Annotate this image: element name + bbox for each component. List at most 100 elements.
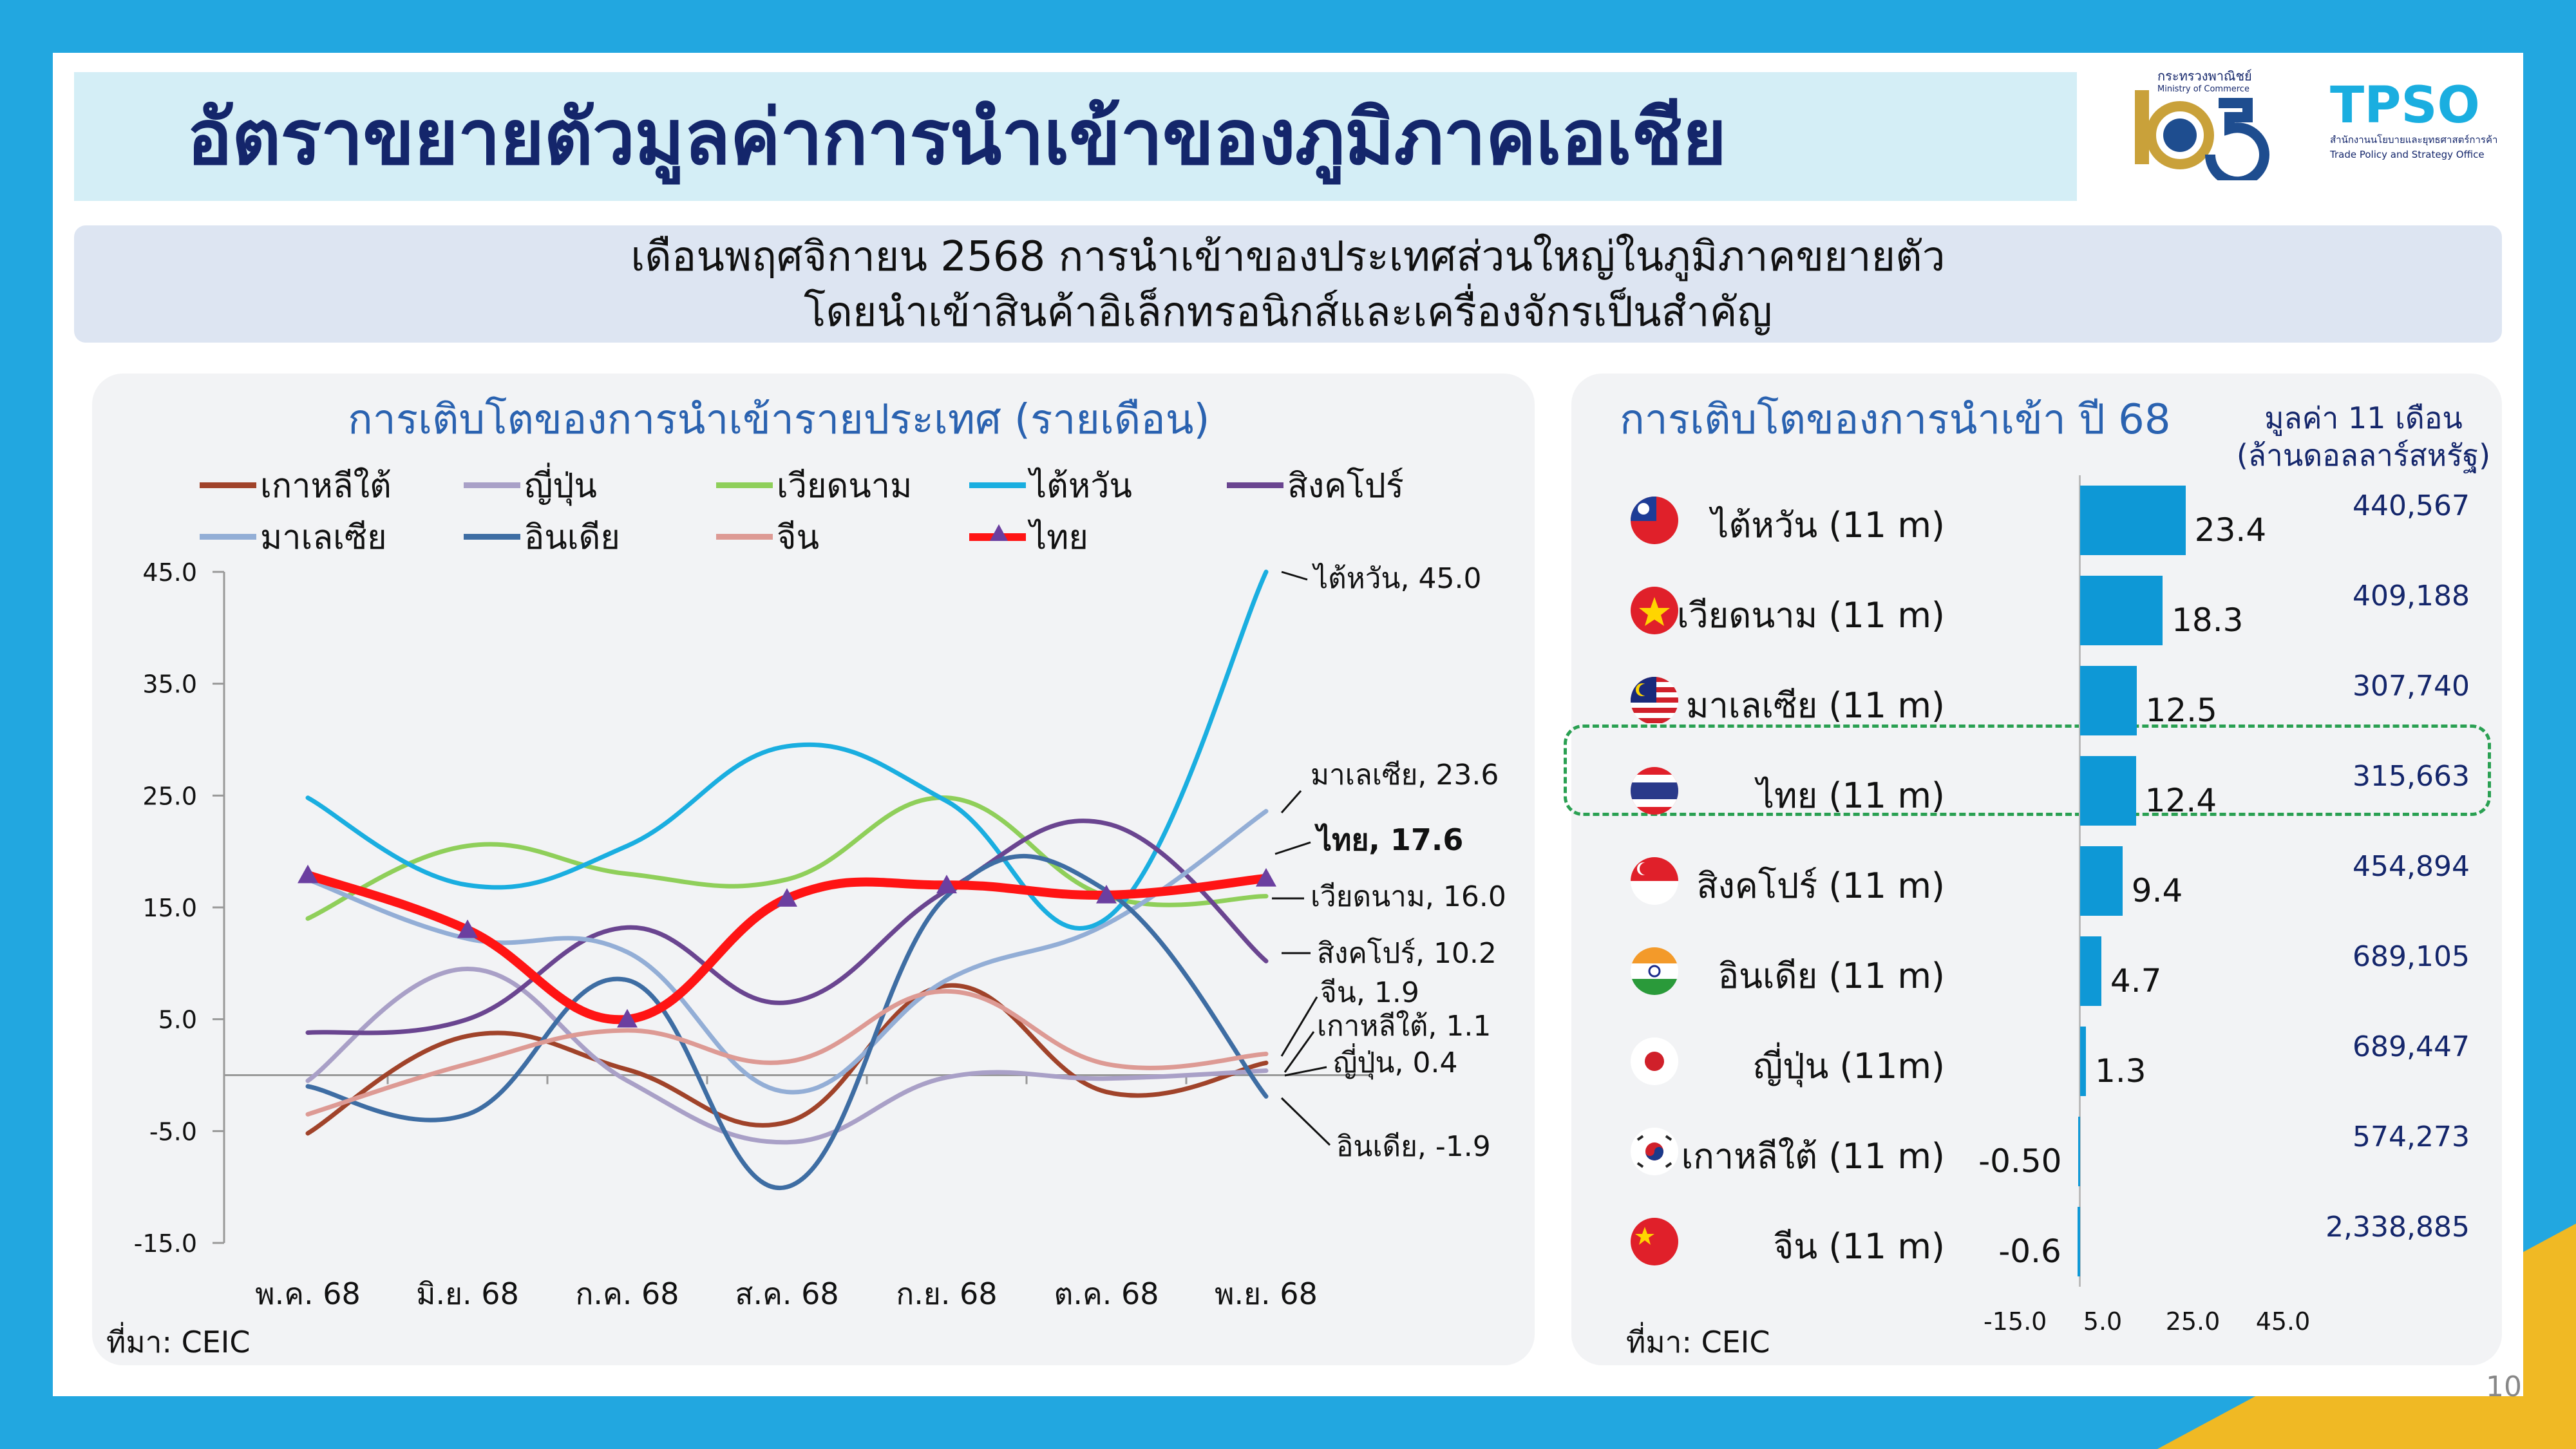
bar-value-label: 12.4 [2145,782,2217,819]
end-label-korea: เกาหลีใต้, 1.1 [1317,1010,1491,1043]
end-label-china: จีน, 1.9 [1320,976,1419,1009]
legend-marker-icon [990,524,1008,541]
series-line-korea [305,983,1269,1136]
legend-label: จีน [777,518,820,557]
end-label-leader [1281,571,1308,581]
legend-swatch-thailand [969,524,1026,541]
tpso-th-text: สำนักงานนโยบายและยุทธศาสตร์การค้า [2330,134,2497,146]
thailand-point [936,875,957,894]
import-value-japan: 689,447 [2353,1030,2470,1063]
y-tick-label: -15.0 [134,1229,197,1258]
bar-row-label: มาเลเซีย (11 m) [1686,685,1945,726]
bar-row-label: อินเดีย (11 m) [1718,956,1945,996]
bar-x-tick-label: 5.0 [2083,1307,2123,1336]
flag-taiwan-icon [1631,497,1678,544]
legend-item-korea: เกาหลีใต้ [200,459,392,512]
y-tick-label: 35.0 [142,670,197,699]
moc-th-text: กระทรวงพาณิชย์ [2157,68,2252,84]
import-value-malaysia: 307,740 [2353,670,2470,703]
import-value-vietnam: 409,188 [2353,580,2470,612]
bar-value-label: 9.4 [2131,872,2183,909]
thailand-highlight-box [1564,724,2491,816]
page-number: 10 [2486,1370,2522,1403]
end-label-malaysia: มาเลเซีย, 23.6 [1311,759,1499,791]
end-label-leader [1274,841,1311,855]
legend-item-malaysia: มาเลเซีย [200,510,387,564]
bar-x-tick-label: 25.0 [2165,1307,2221,1336]
series-line-japan [305,967,1269,1145]
thailand-point [1256,867,1276,887]
bar-value-label: 1.3 [2095,1052,2146,1090]
subtitle-banner: เดือนพฤศจิกายน 2568 การนำเข้าของประเทศส่… [74,225,2502,343]
bar-value-label: 23.4 [2194,511,2267,549]
x-tick-label: ก.ค. 68 [575,1276,679,1311]
y-tick-label: 5.0 [158,1006,197,1034]
y-tick-label: -5.0 [149,1117,197,1146]
end-label-leader [1280,1097,1331,1146]
x-tick-label: มิ.ย. 68 [416,1276,519,1311]
legend-label: ไต้หวัน [1030,467,1132,506]
bar-value-label: -0.50 [1978,1142,2062,1180]
title-banner: อัตราขยายตัวมูลค่าการนำเข้าของภูมิภาคเอเ… [74,72,2077,201]
legend-item-india: อินเดีย [464,510,620,564]
flag-korea-icon [1631,1128,1678,1175]
thailand-point [457,919,478,938]
legend-swatch-japan [464,482,520,488]
value-header: มูลค่า 11 เดือน (ล้านดอลลาร์สหรัฐ) [2228,399,2499,474]
legend-item-china: จีน [716,510,819,564]
thailand-point [777,888,797,907]
y-tick-label: 15.0 [142,894,197,922]
y-tick-label: 45.0 [142,558,197,587]
page-title: อัตราขยายตัวมูลค่าการนำเข้าของภูมิภาคเอเ… [187,93,1727,182]
tpso-text: TPSO [2330,77,2480,135]
x-tick-label: ส.ค. 68 [735,1276,838,1311]
end-label-leader [1280,790,1302,813]
moc-en-text: Ministry of Commerce [2157,84,2249,94]
legend-swatch-india [464,534,520,540]
legend-label: เกาหลีใต้ [260,467,392,506]
bar-china [2077,1207,2080,1276]
legend-item-thailand: ไทย [969,510,1088,564]
legend-label: เวียดนาม [777,467,913,506]
import-value-taiwan: 440,567 [2353,489,2470,522]
flag-malaysia-icon [1631,677,1678,724]
legend-item-taiwan: ไต้หวัน [969,459,1132,512]
series-line-china [305,989,1269,1117]
end-label-taiwan: ไต้หวัน, 45.0 [1312,562,1481,595]
end-label-leader [1283,1031,1315,1073]
import-value-thailand: 315,663 [2353,760,2470,793]
end-label-japan: ญี่ปุ่น, 0.4 [1333,1043,1457,1080]
legend-label: ญี่ปุ่น [524,467,597,506]
line-chart-title: การเติบโตของการนำเข้ารายประเทศ (รายเดือน… [348,396,1210,444]
bar-korea [2078,1117,2080,1186]
import-value-singapore: 454,894 [2353,850,2470,883]
value-header-line-2: (ล้านดอลลาร์สหรัฐ) [2236,438,2491,473]
bar-thailand [2080,756,2136,826]
end-label-vietnam: เวียดนาม, 16.0 [1311,880,1506,913]
bar-row-label: จีน (11 m) [1773,1226,1945,1267]
bar-malaysia [2080,666,2137,735]
bar-japan [2080,1027,2087,1096]
bar-x-tick-label: 45.0 [2255,1307,2311,1336]
end-label-india: อินเดีย, -1.9 [1336,1130,1491,1163]
thailand-point [1096,884,1117,904]
bar-row-label: ไทย (11 m) [1756,775,1945,816]
series-line-taiwan [305,569,1269,931]
bar-x-tick-label: -15.0 [1984,1307,2047,1336]
end-label-thailand: ไทย, 17.6 [1314,822,1463,857]
moc-105-logo: กระทรวงพาณิชย์ Ministry of Commerce [2135,68,2269,180]
legend-label: มาเลเซีย [260,518,387,557]
bar-chart-panel [1571,374,2502,1365]
subtitle-line-2: โดยนำเข้าสินค้าอิเล็กทรอนิกส์และเครื่องจ… [804,289,1772,336]
legend-item-singapore: สิงคโปร์ [1227,459,1404,512]
legend-swatch-korea [200,482,256,488]
legend-swatch-taiwan [969,482,1026,488]
subtitle-line-1: เดือนพฤศจิกายน 2568 การนำเข้าของประเทศส่… [630,233,1946,281]
legend-item-japan: ญี่ปุ่น [464,459,597,512]
bar-vietnam [2080,576,2163,645]
legend-swatch-singapore [1227,482,1283,488]
x-tick-label: ต.ค. 68 [1054,1276,1159,1311]
value-header-line-1: มูลค่า 11 เดือน [2264,401,2463,435]
logos: กระทรวงพาณิชย์ Ministry of Commerce TPSO… [2135,68,2497,180]
